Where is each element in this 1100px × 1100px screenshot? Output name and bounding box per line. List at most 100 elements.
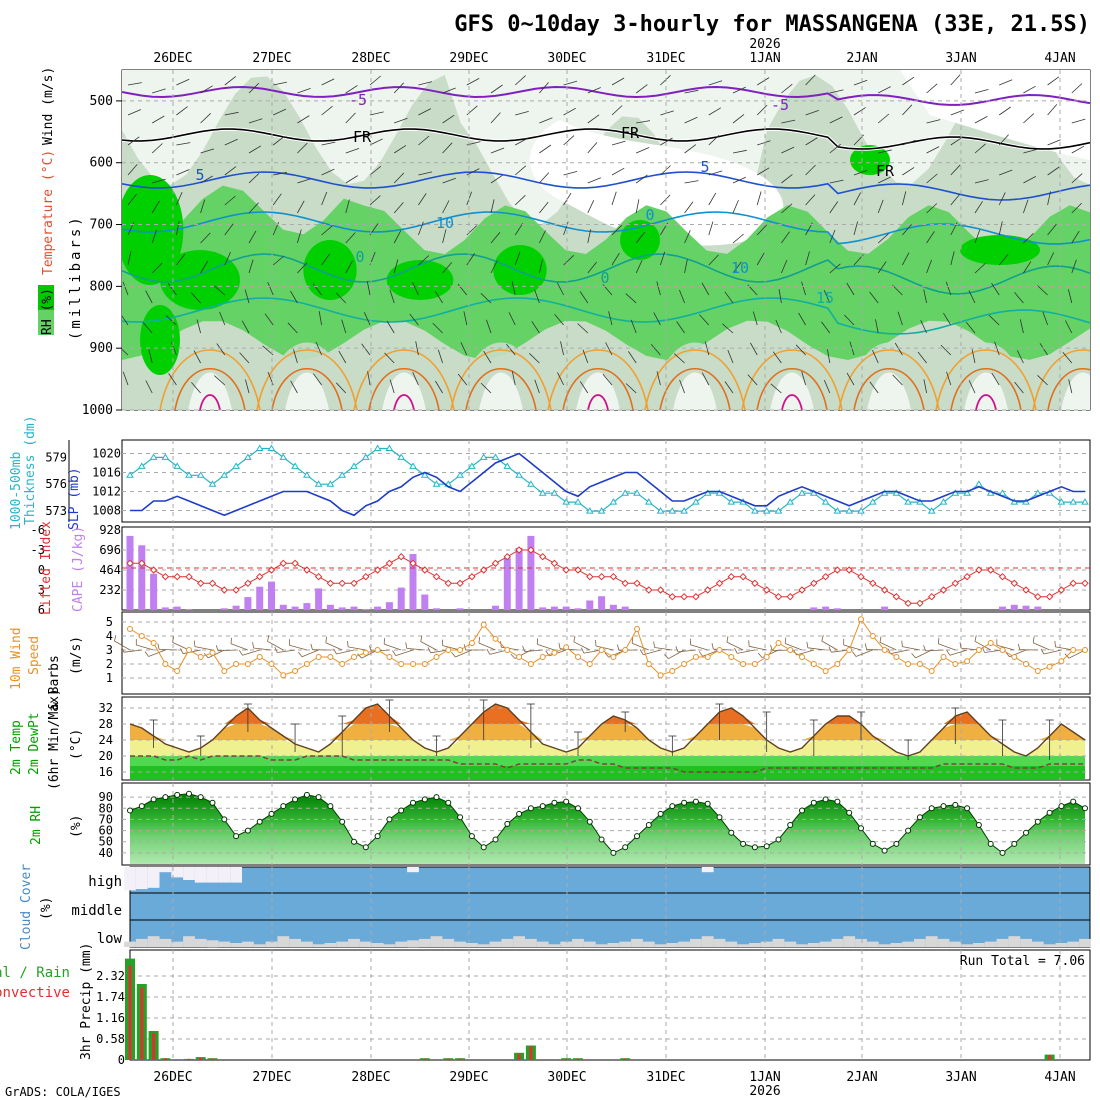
- rh2m-point: [244, 827, 251, 834]
- rh-saturated-patch: [160, 250, 240, 310]
- cloud-low-bar: [560, 941, 573, 947]
- lifted-index-point: [680, 592, 688, 601]
- wind-barb: [1014, 381, 1024, 394]
- contour-label: 5: [700, 158, 709, 176]
- surface-wind-barb-flag: [180, 648, 184, 654]
- cape-bar: [244, 597, 252, 610]
- thickness-point: [255, 444, 264, 451]
- rh2m-point: [1046, 809, 1053, 816]
- wind-speed-point: [1023, 661, 1029, 667]
- lifted-index-point: [668, 592, 677, 601]
- lifted-index-line: [130, 549, 1085, 604]
- wind-barb: [611, 105, 623, 116]
- wind-barb: [1023, 261, 1032, 274]
- lifted-index-point: [798, 586, 806, 594]
- surface-wind-barb: [690, 644, 708, 651]
- surface-wind-barb-flag: [1040, 648, 1045, 655]
- lifted-index-tick-label: -3: [31, 543, 45, 557]
- pressure-tick-label: 500: [90, 94, 113, 109]
- lifted-index-point: [963, 572, 971, 581]
- wind-barb: [145, 380, 153, 394]
- cape-bar: [150, 573, 158, 610]
- thickness-point: [220, 471, 229, 478]
- wind-barb: [752, 311, 758, 326]
- contour-label: 10: [436, 214, 454, 232]
- surface-wind-barb: [148, 649, 166, 657]
- wind-barb: [361, 343, 371, 356]
- wind-barb: [386, 320, 395, 334]
- precip-convective-bar: [423, 1058, 427, 1060]
- surface-wind-barb: [974, 640, 991, 651]
- rh2m-point: [586, 818, 593, 825]
- bottom-year-label: 2026: [749, 1084, 780, 1099]
- precip-convective-bar: [211, 1058, 214, 1060]
- wind-speed-point: [339, 661, 346, 667]
- thickness-point: [409, 462, 417, 469]
- surface-wind-barb-flag: [486, 648, 491, 655]
- lifted-index-markers: [126, 546, 1089, 608]
- cape-bar: [350, 606, 358, 610]
- wind-barb: [244, 289, 250, 304]
- rh2m-point: [303, 791, 310, 798]
- bottom-date-label: 1JAN: [749, 1070, 780, 1085]
- lifted-index-point: [762, 586, 771, 594]
- temperature-panel: 32 28 24 20 16 2m Temp 2m DewPt (6hr Min/Max…: [9, 688, 1091, 790]
- lifted-index-point: [833, 566, 842, 574]
- wind-barb: [878, 176, 891, 184]
- top-date-label: 2JAN: [846, 51, 877, 66]
- surface-wind-barb-flag: [911, 653, 916, 659]
- wind-barb: [318, 311, 322, 326]
- contour-25: [174, 368, 246, 410]
- contour-20: [741, 349, 843, 410]
- contour-30: [393, 394, 415, 410]
- wind-barb: [950, 74, 961, 86]
- rh-surface-dome-inner: [479, 372, 523, 410]
- wind-barb: [829, 179, 844, 184]
- rh2m-units: (%): [69, 815, 84, 838]
- wind-barb: [127, 82, 142, 86]
- cloud-low-bar: [807, 943, 820, 947]
- wind-barb: [917, 351, 927, 364]
- contour-30: [781, 394, 803, 410]
- rh2m-point: [563, 798, 570, 805]
- wind-barb: [224, 138, 238, 146]
- wind-barb: [587, 200, 595, 214]
- wind-barb: [756, 104, 768, 116]
- wind-barb: [393, 145, 407, 154]
- wind-barb: [490, 84, 503, 94]
- cloud-high-clear: [135, 867, 148, 890]
- bottom-date-label: 30DEC: [547, 1070, 586, 1085]
- wind-barb: [998, 254, 1009, 266]
- wind-speed-point: [834, 661, 841, 667]
- rh2m-point: [916, 814, 923, 821]
- temperature-tick-label: 24: [99, 733, 113, 747]
- precip-grid: [130, 950, 1090, 1060]
- lifted-index-point: [703, 586, 712, 594]
- surface-wind-barb-flag: [974, 635, 977, 642]
- wind-speed-point: [964, 658, 971, 665]
- cloud-low-bar: [348, 938, 360, 947]
- bottom-date-label: 31DEC: [646, 1070, 685, 1085]
- wind-barb: [756, 167, 770, 176]
- contour-20: [935, 349, 1037, 410]
- thickness-label-1: 1000-500mb: [9, 452, 24, 530]
- lifted-index-point: [267, 566, 276, 574]
- cloud-low-bar: [843, 936, 856, 947]
- wind-barb: [151, 143, 163, 154]
- rh2m-point: [386, 816, 393, 823]
- rh-saturated-patch: [620, 220, 660, 260]
- wind-barb: [805, 110, 819, 116]
- rh2m-point: [174, 791, 181, 798]
- wind-barb: [248, 230, 257, 244]
- rh2m-point: [975, 822, 982, 828]
- wind-barb: [369, 75, 381, 86]
- surface-wind-barb: [677, 649, 696, 653]
- rh2m-point: [410, 799, 416, 806]
- cape-bar: [421, 594, 429, 610]
- thickness-point: [126, 471, 134, 478]
- lifted-index-point: [503, 552, 512, 561]
- cape-bar: [138, 545, 146, 610]
- lifted-index-point: [444, 579, 453, 588]
- wind-speed-point: [763, 654, 770, 660]
- cape-bar: [621, 606, 629, 610]
